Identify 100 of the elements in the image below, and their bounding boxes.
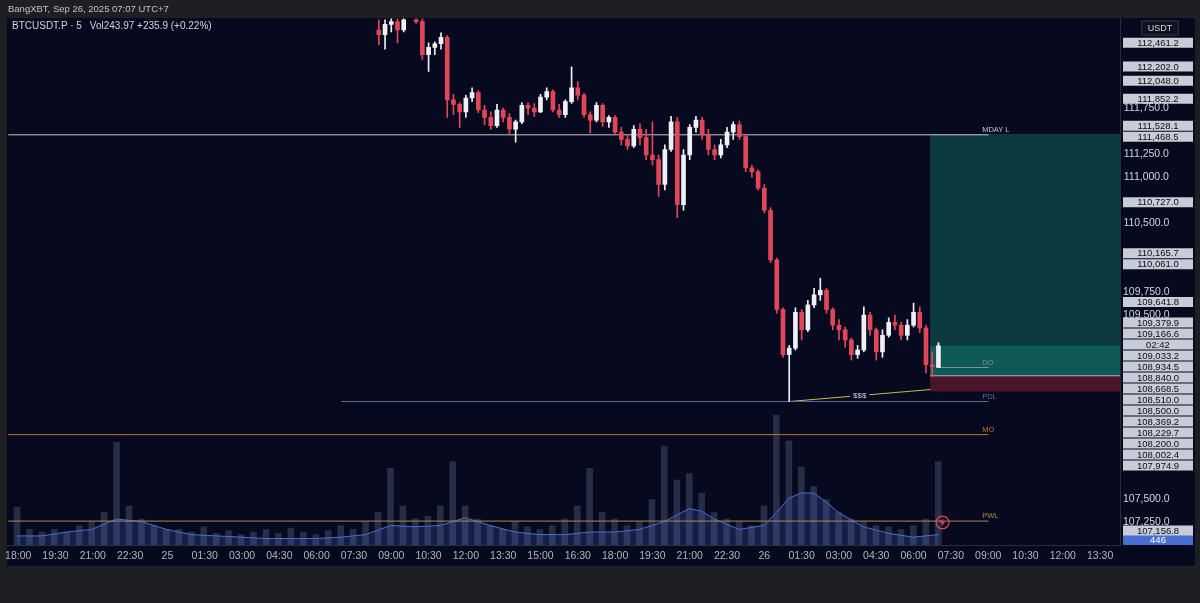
x-tick-label: 22:30 <box>713 549 741 562</box>
text: 111,468.5 <box>1137 130 1179 142</box>
x-tick-label: 13:30 <box>490 549 517 562</box>
bar <box>910 525 917 545</box>
text: 107,974.9 <box>1136 459 1180 471</box>
x-tick-label: 01:30 <box>788 549 815 562</box>
x-tick-label: 03:00 <box>228 549 256 562</box>
bar <box>661 445 668 545</box>
y-tick-label: 110,500.0 <box>1123 215 1170 228</box>
text: 108,200.0 <box>1136 437 1180 449</box>
text: 108,002.4 <box>1136 448 1180 460</box>
bar <box>860 521 867 545</box>
x-tick-label: 06:00 <box>900 549 927 562</box>
bar <box>412 518 419 545</box>
text: 112,202.0 <box>1137 60 1179 72</box>
x-tick-label: 16:30 <box>564 549 592 562</box>
bar <box>88 521 95 545</box>
y-tick-label: 109,750.0 <box>1123 284 1170 297</box>
bar <box>548 525 556 545</box>
bar <box>499 529 506 545</box>
bar <box>885 526 892 545</box>
y-tick-label: 107,500.0 <box>1123 491 1170 504</box>
x-tick-label: 07:30 <box>937 549 965 562</box>
x-tick-label: 18:00 <box>5 549 32 562</box>
chart-subtitle: Vol243.97 +235.9 (+0.22%) <box>89 20 212 31</box>
text: 108,668.5 <box>1136 382 1180 394</box>
y-tick-label: 109,500.0 <box>1123 307 1170 320</box>
bar <box>636 521 643 545</box>
bar <box>573 505 581 545</box>
bar <box>337 525 344 545</box>
bar <box>835 512 842 545</box>
bar <box>436 505 444 545</box>
bar <box>50 529 58 545</box>
text: 446 <box>1150 534 1166 546</box>
text: 109,166.6 <box>1136 327 1180 339</box>
bar <box>63 531 71 545</box>
bar <box>312 534 320 545</box>
bar <box>773 415 780 545</box>
bar <box>561 518 569 545</box>
bar <box>723 518 730 545</box>
text: 108,229.7 <box>1136 426 1180 438</box>
y-axis-title: USDT <box>1147 22 1173 33</box>
x-tick-label: 13:30 <box>1086 549 1114 562</box>
text: 112,048.0 <box>1137 74 1179 86</box>
x-tick-label: 21:00 <box>676 549 704 562</box>
bar <box>424 516 432 545</box>
bar <box>113 441 120 545</box>
bar <box>822 499 830 545</box>
bar <box>524 526 531 545</box>
text: 108,500.0 <box>1136 404 1180 416</box>
chart-title: BTCUSDT.P · 5 <box>12 20 82 31</box>
text: 109,641.8 <box>1136 296 1180 308</box>
text: 108,840.0 <box>1136 371 1180 383</box>
annotation: $$$ <box>853 390 867 400</box>
bar <box>225 530 232 545</box>
text: 02:42 <box>1146 338 1170 350</box>
text: 112,461.2 <box>1137 36 1179 48</box>
x-tick-label: 10:30 <box>415 549 442 562</box>
bar <box>934 461 942 545</box>
x-tick-label: 18:00 <box>601 549 629 562</box>
bar <box>324 530 332 545</box>
x-tick-label: 07:30 <box>340 549 368 562</box>
text: 110,061.0 <box>1137 258 1179 270</box>
bar <box>75 525 83 545</box>
bar <box>187 531 195 545</box>
bar <box>387 467 394 545</box>
y-tick-label: 111,000.0 <box>1123 170 1170 182</box>
bar <box>138 518 145 545</box>
text: 108,369.2 <box>1136 415 1180 427</box>
x-tick-label: 21:00 <box>79 549 107 562</box>
bar <box>200 526 208 545</box>
bar <box>685 473 693 545</box>
text: 107,156.8 <box>1136 524 1180 536</box>
bar <box>163 529 170 545</box>
bar <box>586 467 593 545</box>
bar <box>797 466 805 545</box>
x-tick-label: 04:30 <box>266 549 293 562</box>
bar <box>449 461 457 545</box>
bar <box>299 531 307 545</box>
y-tick-label: 111,250.0 <box>1123 147 1170 160</box>
x-tick-label: 09:00 <box>975 549 1002 562</box>
text: 109,033.2 <box>1136 349 1180 361</box>
text: 108,934.5 <box>1136 360 1180 372</box>
x-tick-label: 09:00 <box>378 549 405 562</box>
bar <box>673 479 681 545</box>
text: 110,165.7 <box>1137 247 1179 259</box>
bar <box>922 518 930 545</box>
x-tick-label: 25 <box>161 549 174 562</box>
text: 108,510.0 <box>1136 393 1180 405</box>
text: 111,852.2 <box>1137 92 1179 104</box>
bar <box>810 486 818 545</box>
x-tick-label: 12:00 <box>452 549 480 562</box>
x-tick-label: 01:30 <box>191 549 219 562</box>
x-tick-label: 15:00 <box>527 549 554 562</box>
x-tick-label: 06:00 <box>303 549 330 562</box>
x-tick-label: 03:00 <box>825 549 853 562</box>
bar <box>474 518 481 545</box>
bar <box>175 529 183 545</box>
x-tick-label: 12:00 <box>1049 549 1077 562</box>
x-tick-label: 10:30 <box>1012 549 1039 562</box>
